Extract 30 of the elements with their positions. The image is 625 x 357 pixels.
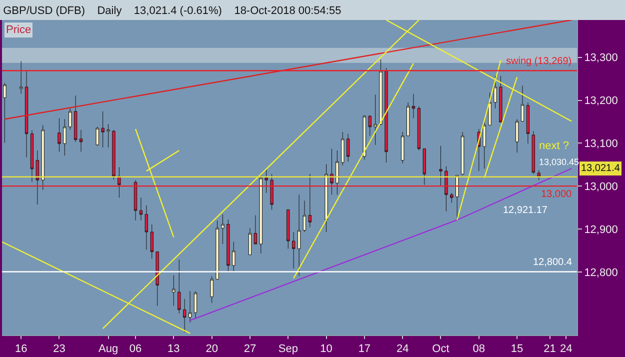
y-tick-label: 12,900 [584, 224, 618, 236]
chart-title: GBP/USD (DFB) Daily 13,021.4 (-0.61%) 18-Oct-2018 00:54:55 [3, 4, 342, 17]
x-tick-label: 16 [14, 343, 28, 356]
x-tick-label: 27 [244, 343, 256, 356]
x-tick-label: 13 [168, 343, 180, 356]
x-tick-label: 24 [396, 343, 409, 356]
y-tick-label: 13,200 [584, 95, 618, 108]
x-tick-label: Sep [278, 343, 298, 356]
annotation: next ? [539, 140, 569, 152]
y-tick-label: 12,800 [584, 266, 618, 279]
y-tick-label: 13,300 [584, 52, 618, 64]
x-tick-label: 21 [544, 343, 556, 356]
ref-line-label: 12,800.4 [533, 257, 572, 268]
y-tick-label: 13,100 [584, 138, 618, 150]
x-tick-label: 08 [472, 343, 486, 356]
x-tick-label: 06 [129, 343, 142, 356]
x-tick-label: 24 [560, 343, 572, 356]
x-tick-label: 23 [53, 343, 66, 356]
x-tick-label: 15 [510, 343, 524, 356]
x-tick-label: Oct [432, 343, 450, 356]
ref-line-label: swing (13,269) [506, 56, 572, 67]
y-tick-label: 13,000 [584, 180, 618, 193]
x-tick-label: 20 [206, 343, 218, 356]
ref-line-label: 13,000 [541, 189, 572, 200]
annotation: Price [6, 24, 32, 36]
x-tick-label: 17 [358, 343, 371, 356]
x-tick-label: Aug [98, 343, 118, 356]
ref-line-label: 13,021.4 [581, 163, 620, 174]
x-tick-label: 10 [320, 343, 332, 356]
annotation: 12,921.17 [503, 205, 548, 216]
